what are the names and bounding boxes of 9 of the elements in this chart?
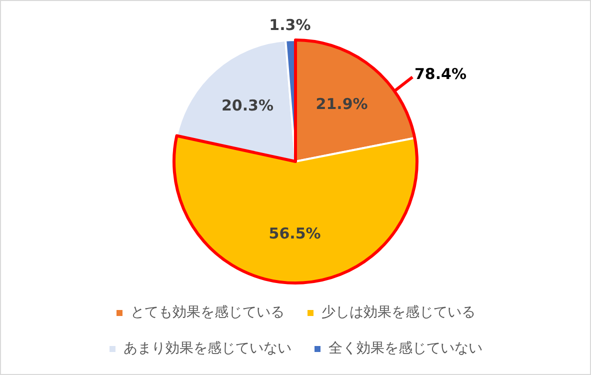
text: 78.4% [414,64,467,83]
legend-label: 少しは効果を感じている [322,304,476,321]
legend-label: 全く効果を感じていない [328,340,482,357]
data-label: 21.9% [316,95,368,114]
data-label: 1.3% [269,16,311,34]
legend-label: あまり効果を感じていない [124,340,292,357]
data-label: 56.5% [268,224,321,242]
data-label: 20.3% [221,96,274,115]
legend-label: とても効果を感じている [130,304,284,321]
